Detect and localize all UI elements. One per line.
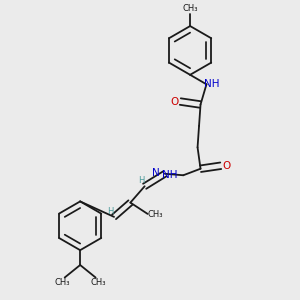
Text: H: H (138, 176, 144, 185)
Text: CH₃: CH₃ (147, 210, 163, 219)
Text: NH: NH (162, 170, 178, 180)
Text: CH₃: CH₃ (55, 278, 70, 287)
Text: CH₃: CH₃ (182, 4, 198, 13)
Text: O: O (170, 97, 178, 106)
Text: N: N (152, 168, 160, 178)
Text: NH: NH (204, 79, 220, 89)
Text: O: O (223, 161, 231, 171)
Text: H: H (107, 207, 113, 216)
Text: CH₃: CH₃ (90, 278, 106, 287)
